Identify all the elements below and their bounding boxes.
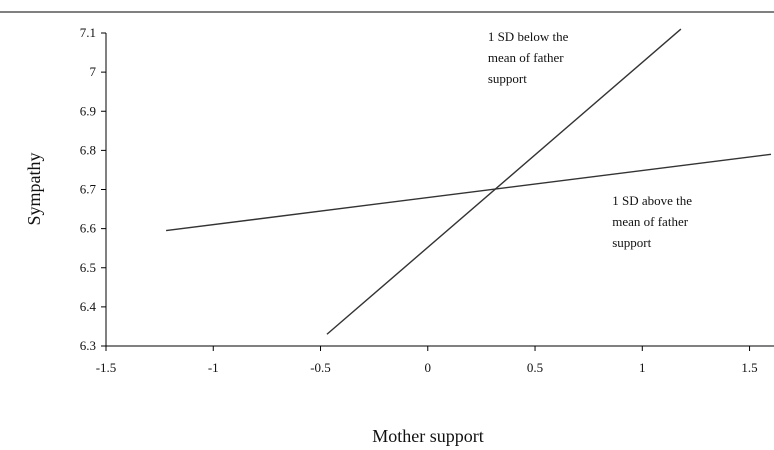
series-line-2 bbox=[165, 153, 772, 232]
annotation-line: 1 SD below the bbox=[488, 29, 569, 44]
series-line-1 bbox=[326, 28, 682, 335]
y-axis-title: Sympathy bbox=[24, 152, 44, 225]
series-lines bbox=[165, 28, 772, 335]
x-tick-label: 1.5 bbox=[741, 360, 757, 375]
y-tick-label: 7.1 bbox=[80, 25, 96, 40]
y-ticks: 6.3 6.4 6.5 6.6 6.7 6.8 6.9 7 7.1 bbox=[80, 25, 106, 353]
axes bbox=[105, 33, 774, 347]
x-tick-label: -0.5 bbox=[310, 360, 331, 375]
x-tick-label: 0.5 bbox=[527, 360, 543, 375]
y-tick-label: 7 bbox=[90, 64, 97, 79]
x-tick-label: -1.5 bbox=[96, 360, 117, 375]
y-tick-label: 6.3 bbox=[80, 338, 96, 353]
annotation-line: support bbox=[488, 71, 527, 86]
y-tick-label: 6.6 bbox=[80, 221, 97, 236]
series-annotation-1: 1 SD below the mean of father support bbox=[488, 29, 569, 86]
x-axis-title: Mother support bbox=[372, 426, 484, 446]
annotation-line: mean of father bbox=[612, 214, 688, 229]
y-tick-label: 6.8 bbox=[80, 142, 96, 157]
series-annotation-2: 1 SD above the mean of father support bbox=[612, 193, 692, 250]
x-tick-label: 0 bbox=[425, 360, 432, 375]
y-tick-label: 6.5 bbox=[80, 260, 96, 275]
y-tick-label: 6.7 bbox=[80, 182, 97, 197]
x-tick-label: -1 bbox=[208, 360, 219, 375]
annotation-line: mean of father bbox=[488, 50, 564, 65]
x-ticks: -1.5 -1 -0.5 0 0.5 1 1.5 bbox=[96, 346, 758, 375]
annotation-line: support bbox=[612, 235, 651, 250]
x-tick-label: 1 bbox=[639, 360, 646, 375]
annotation-line: 1 SD above the bbox=[612, 193, 692, 208]
y-tick-label: 6.4 bbox=[80, 299, 97, 314]
y-tick-label: 6.9 bbox=[80, 103, 96, 118]
